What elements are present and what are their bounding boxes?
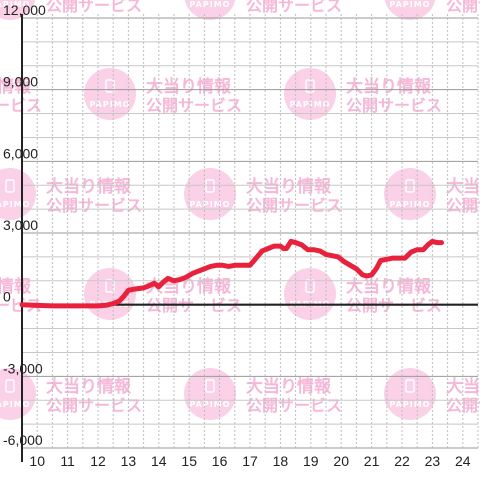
watermark-logo-text: PAPIMO — [390, 0, 431, 9]
tick-labels: -6,000 -3,000 0 3,000 6,000 9,000 12,000 10 11 12… — [3, 2, 471, 469]
phone-icon — [405, 379, 415, 393]
series-layer — [19, 238, 444, 309]
watermark-circle — [184, 368, 236, 420]
x-tick-label: 15 — [181, 453, 197, 469]
watermark-title: 大当り情報 — [46, 176, 132, 197]
watermark-title: 大当り情報 — [246, 176, 332, 197]
x-tick-label: 23 — [425, 453, 441, 469]
phone-icon — [305, 279, 315, 293]
watermark-title: 大当り情報 — [246, 376, 332, 397]
y-tick-label: 0 — [3, 289, 11, 305]
watermark-logo-text: PAPIMO — [0, 400, 30, 409]
y-tick-label: 3,000 — [3, 217, 38, 233]
x-tick-label: 12 — [90, 453, 106, 469]
watermark-circle — [384, 0, 436, 20]
watermark-logo-text: PAPIMO — [190, 200, 231, 209]
watermark-title: 大当り情報 — [0, 76, 32, 97]
watermark-logo-text: PAPIMO — [290, 100, 331, 109]
y-tick-label: 6,000 — [3, 145, 38, 161]
y-tick-label: -6,000 — [3, 432, 43, 448]
series-line — [19, 238, 444, 309]
phone-icon — [205, 379, 215, 393]
watermark-logo-text: PAPIMO — [190, 0, 231, 9]
watermark-subtitle: 公開サービス — [446, 396, 480, 415]
watermark-logo-text: PAPIMO — [190, 400, 231, 409]
watermark-circle — [84, 68, 136, 120]
watermark-title: 大当り情報 — [346, 276, 432, 297]
x-tick-label: 17 — [242, 453, 258, 469]
watermark-subtitle: 公開サービス — [146, 96, 242, 115]
watermark-circle — [184, 0, 236, 20]
watermark-title: 大当り情報 — [346, 76, 432, 97]
watermark-logo-text: PAPIMO — [90, 100, 131, 109]
watermark-circle — [0, 0, 36, 20]
phone-icon — [405, 179, 415, 193]
phone-icon — [305, 79, 315, 93]
x-tick-label: 22 — [394, 453, 410, 469]
phone-icon — [5, 179, 15, 193]
x-tick-label: 20 — [333, 453, 349, 469]
watermark-circle — [184, 168, 236, 220]
watermark-subtitle: 公開サービス — [46, 396, 142, 415]
watermark-logo-text: PAPIMO — [390, 200, 431, 209]
y-tick-label: -3,000 — [3, 360, 43, 376]
watermark-logo-text: PAPIMO — [390, 400, 431, 409]
x-tick-label: 24 — [455, 453, 471, 469]
y-tick-label: 9,000 — [3, 74, 38, 90]
x-tick-label: 13 — [121, 453, 137, 469]
watermark-circle — [0, 168, 36, 220]
watermark-logo-text: PAPIMO — [0, 0, 30, 9]
watermark-circle — [384, 368, 436, 420]
phone-icon — [105, 279, 115, 293]
x-tick-label: 11 — [60, 453, 75, 469]
y-tick-label: 12,000 — [3, 2, 46, 18]
phone-icon — [205, 179, 215, 193]
watermark-subtitle: 公開サービス — [46, 0, 142, 15]
watermark-subtitle: 公開サービス — [246, 396, 342, 415]
x-tick-label: 10 — [29, 453, 45, 469]
x-tick-label: 19 — [303, 453, 319, 469]
x-tick-label: 18 — [273, 453, 289, 469]
watermark-circle — [284, 268, 336, 320]
x-tick-label: 14 — [151, 453, 167, 469]
watermark-subtitle: 公開サービス — [446, 0, 480, 15]
watermark-subtitle: 公開サービス — [46, 196, 142, 215]
watermark-subtitle: 公開サービス — [246, 196, 342, 215]
watermark-layer: PAPIMO大当り情報公開サービスPAPIMO大当り情報公開サービスPAPIMO… — [0, 0, 480, 420]
phone-icon — [105, 79, 115, 93]
x-tick-label: 21 — [364, 453, 380, 469]
phone-icon — [5, 379, 15, 393]
x-tick-label: 16 — [212, 453, 228, 469]
watermark-subtitle: 公開サービス — [246, 0, 342, 15]
watermark-logo-text: PAPIMO — [0, 200, 30, 209]
watermark-subtitle: 公開サービス — [346, 96, 442, 115]
watermark-title: 大当り情報 — [46, 376, 132, 397]
watermark-circle — [384, 168, 436, 220]
watermark-subtitle: 公開サービス — [446, 196, 480, 215]
watermark-circle — [0, 368, 36, 420]
watermark-circle — [284, 68, 336, 120]
